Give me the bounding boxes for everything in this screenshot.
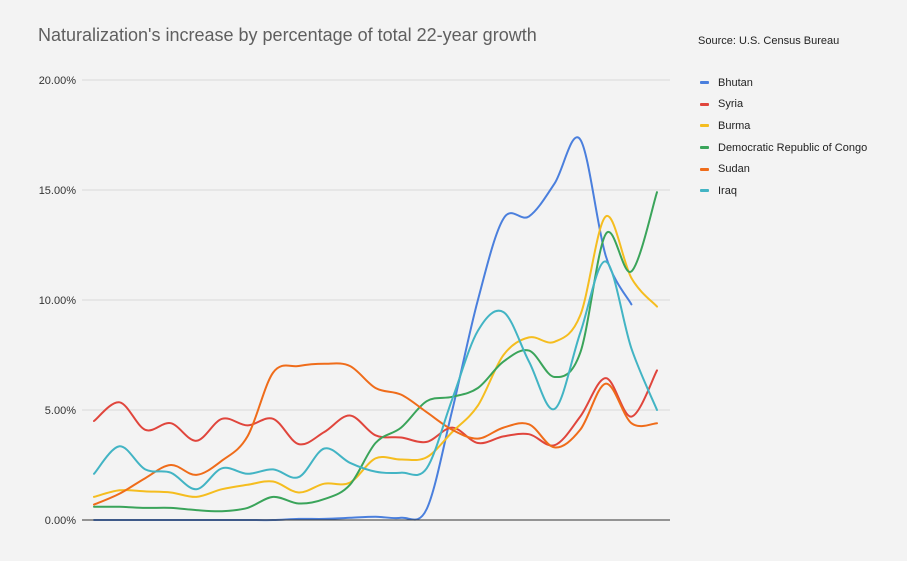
y-tick-label: 0.00% bbox=[45, 515, 76, 527]
legend-swatch bbox=[700, 189, 709, 193]
legend-swatch bbox=[700, 167, 709, 171]
legend-label: Sudan bbox=[718, 163, 750, 176]
legend-label: Iraq bbox=[718, 184, 737, 197]
legend: Bhutan Syria Burma Democratic Republic of C… bbox=[700, 72, 867, 202]
gridlines bbox=[82, 79, 670, 411]
series-lines bbox=[93, 136, 658, 522]
legend-item-democratic-republic-of-congo: Democratic Republic of Congo bbox=[700, 137, 867, 159]
series-line-burma bbox=[93, 215, 658, 498]
series-line-democratic-republic-of-congo bbox=[93, 191, 658, 513]
legend-label: Syria bbox=[718, 98, 744, 111]
series-line-sudan bbox=[93, 362, 658, 506]
source-note: Source: U.S. Census Bureau bbox=[698, 35, 840, 47]
legend-item-bhutan: Bhutan bbox=[700, 72, 867, 94]
legend-label: Burma bbox=[718, 119, 751, 132]
legend-item-iraq: Iraq bbox=[700, 180, 867, 202]
legend-swatch bbox=[700, 81, 709, 85]
legend-item-syria: Syria bbox=[700, 94, 867, 116]
legend-label: Bhutan bbox=[718, 76, 753, 89]
legend-swatch bbox=[700, 102, 709, 106]
y-axis-labels: 0.00% 5.00% 10.00% 15.00% 20.00% bbox=[39, 75, 77, 527]
legend-item-burma: Burma bbox=[700, 115, 867, 137]
series-line-iraq bbox=[93, 260, 658, 491]
legend-swatch bbox=[700, 146, 709, 150]
legend-label: Democratic Republic of Congo bbox=[718, 141, 868, 154]
legend-swatch bbox=[700, 124, 709, 128]
chart-title: Naturalization's increase by percentage … bbox=[38, 25, 537, 45]
legend-item-sudan: Sudan bbox=[700, 158, 867, 180]
y-tick-label: 20.00% bbox=[39, 75, 77, 87]
y-tick-label: 5.00% bbox=[45, 405, 76, 417]
y-tick-label: 15.00% bbox=[39, 185, 77, 197]
series-line-syria bbox=[93, 369, 658, 447]
y-tick-label: 10.00% bbox=[39, 295, 77, 307]
